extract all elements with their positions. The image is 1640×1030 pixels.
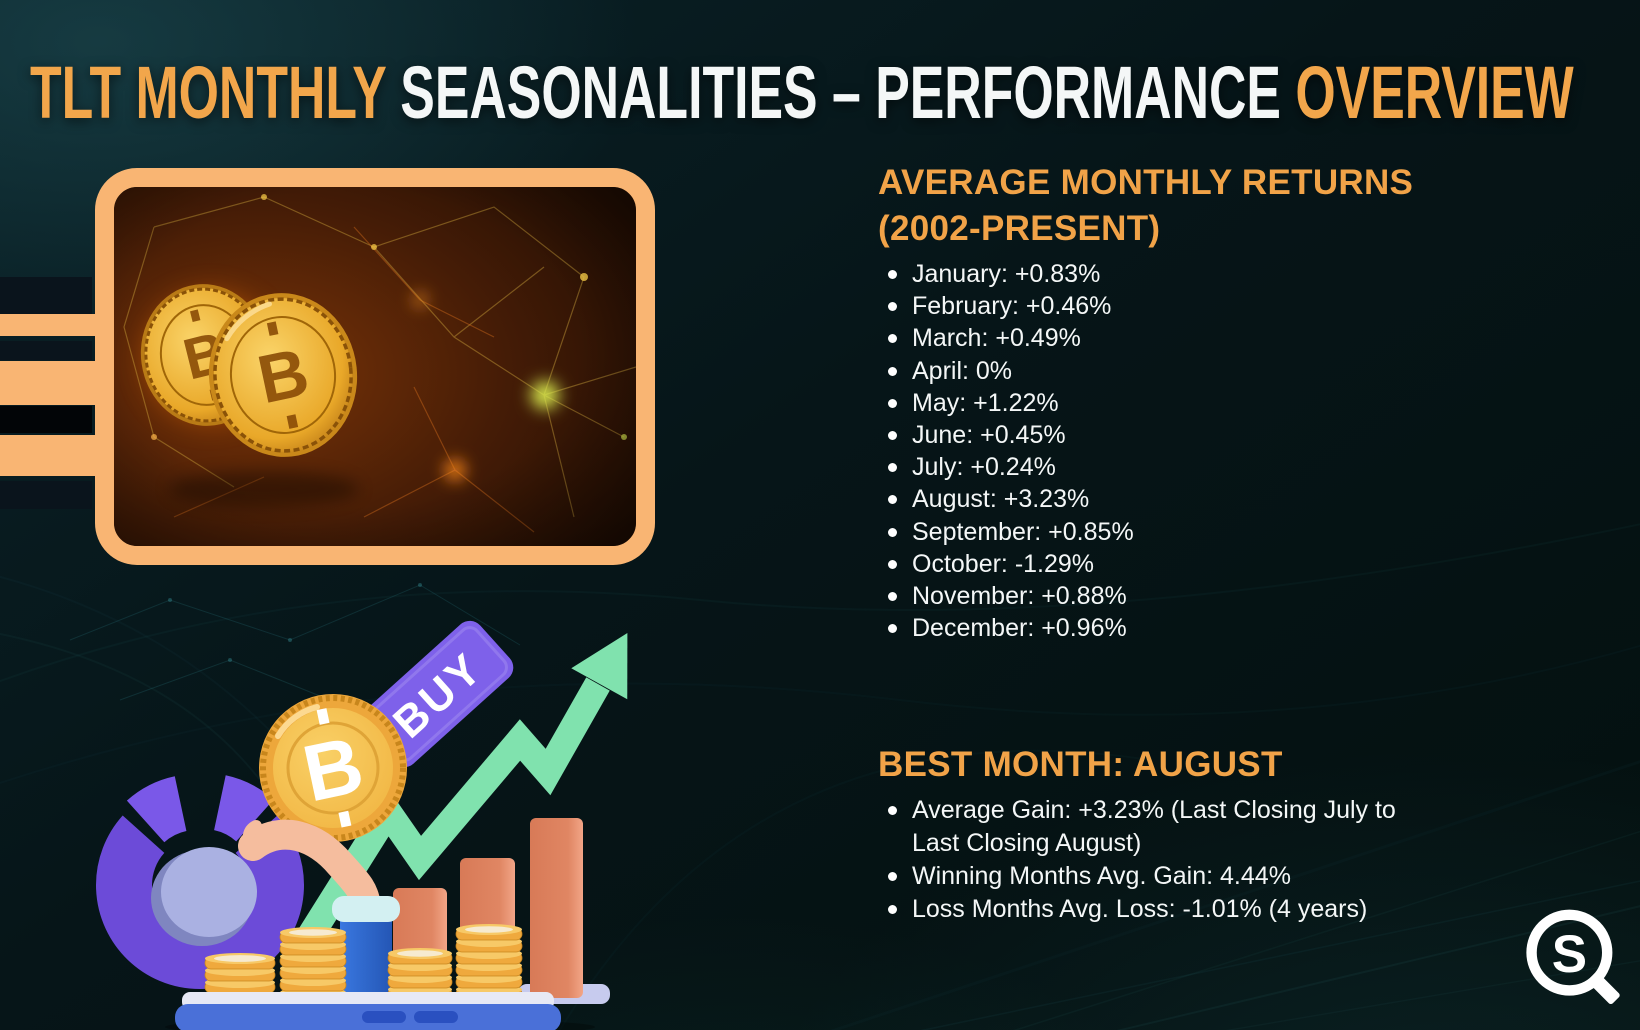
cuff <box>332 896 400 922</box>
return-item-january: January: +0.83% <box>878 258 1413 290</box>
tablet-button-1 <box>362 1011 406 1023</box>
bitcoin-photo-frame: B B <box>95 168 655 565</box>
bar-3 <box>530 818 583 998</box>
left-stripe-black <box>0 406 92 433</box>
return-item-november: November: +0.88% <box>878 580 1413 612</box>
return-item-june: June: +0.45% <box>878 419 1413 451</box>
return-item-july: July: +0.24% <box>878 451 1413 483</box>
title-part-2: SEASONALITIES – PERFORMANCE <box>400 51 1296 134</box>
bitcoin-photo: B B <box>114 187 636 546</box>
crypto-3d-illustration: BUY B <box>96 620 628 1030</box>
best-month-heading: BEST MONTH: AUGUST <box>878 745 1283 784</box>
return-item-may: May: +1.22% <box>878 387 1413 419</box>
tablet-button-2 <box>414 1011 458 1023</box>
returns-section: AVERAGE MONTHLY RETURNS (2002-PRESENT) Ja… <box>878 160 1413 644</box>
left-stripe-orange-3 <box>0 435 112 476</box>
logo-tail <box>1587 972 1620 1005</box>
return-item-march: March: +0.49% <box>878 322 1413 354</box>
returns-heading: AVERAGE MONTHLY RETURNS (2002-PRESENT) <box>878 160 1413 252</box>
return-item-december: December: +0.96% <box>878 612 1413 644</box>
growth-arrow <box>288 633 628 960</box>
best-month-winning-avg: Winning Months Avg. Gain: 4.44% <box>878 860 1417 893</box>
best-month-loss-avg: Loss Months Avg. Loss: -1.01% (4 years) <box>878 893 1417 926</box>
return-item-april: April: 0% <box>878 355 1413 387</box>
returns-list: January: +0.83% February: +0.46% March: … <box>878 258 1413 644</box>
left-stripe-dark-2 <box>0 341 92 360</box>
page-title: TLT MONTHLY SEASONALITIES – PERFORMANCE … <box>30 50 1574 135</box>
finger <box>242 820 262 854</box>
title-part-1: TLT MONTHLY <box>30 51 401 134</box>
best-month-list: Average Gain: +3.23% (Last Closing July … <box>878 794 1417 926</box>
title-part-3: OVERVIEW <box>1295 51 1574 134</box>
logo-ring <box>1526 909 1613 996</box>
best-month-average-gain: Average Gain: +3.23% (Last Closing July … <box>878 794 1417 860</box>
left-stripe-dark-1 <box>0 277 92 314</box>
hand-and-sleeve <box>238 819 400 994</box>
logo-letter: S <box>1552 925 1587 984</box>
sq-logo: S <box>1526 909 1620 1005</box>
held-bitcoin-coin: B <box>259 694 407 842</box>
pie-chart <box>96 775 304 989</box>
return-item-september: September: +0.85% <box>878 516 1413 548</box>
left-stripe-orange-1 <box>0 314 112 336</box>
arm <box>238 819 381 921</box>
sleeve-cylinder <box>340 912 392 994</box>
return-item-august: August: +3.23% <box>878 483 1413 515</box>
left-stripe-dark-3 <box>0 481 92 509</box>
returns-heading-line1: AVERAGE MONTHLY RETURNS <box>878 163 1414 202</box>
returns-heading-line2: (2002-PRESENT) <box>878 209 1161 248</box>
coin-stacks <box>204 923 523 1006</box>
left-stripe-orange-2 <box>0 361 112 405</box>
best-month-section: BEST MONTH: AUGUST Average Gain: +3.23% … <box>878 742 1417 926</box>
tablet-base <box>165 992 595 1030</box>
return-item-october: October: -1.29% <box>878 548 1413 580</box>
return-item-february: February: +0.46% <box>878 290 1413 322</box>
